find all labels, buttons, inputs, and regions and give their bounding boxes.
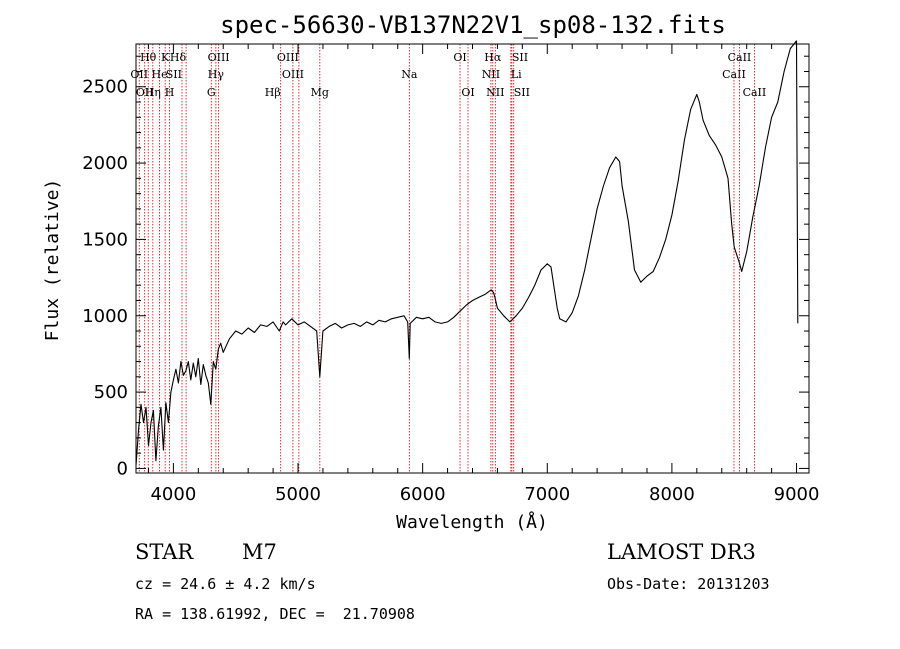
y-tick-label-1: 500 (94, 382, 128, 403)
y-tick-label-2: 1000 (82, 306, 128, 327)
spectral-subclass: M7 (242, 540, 277, 564)
x-tick-label-5: 9000 (774, 484, 820, 505)
spectrum-line (135, 40, 799, 466)
x-tick-label-1: 5000 (275, 484, 321, 505)
y-axis-label: Flux (relative) (42, 179, 63, 342)
line-label-16: Na (401, 68, 418, 81)
y-tick-label-0: 0 (117, 458, 128, 479)
line-label-8: Hδ (170, 51, 187, 64)
line-label-6: H (165, 86, 175, 99)
x-tick-label-2: 6000 (400, 484, 446, 505)
y-tick-label-3: 1500 (82, 229, 128, 250)
object-type: STAR (135, 540, 194, 564)
line-label-17: OI (453, 51, 466, 64)
line-label-22: Li (511, 68, 522, 81)
line-label-9: G (207, 86, 216, 99)
line-label-13: OIII (282, 68, 304, 81)
coordinates: RA = 138.61992, DEC = 21.70908 (135, 605, 415, 623)
line-label-3: He (152, 68, 168, 81)
line-label-18: OI (461, 86, 474, 99)
line-label-25: CaII (722, 68, 746, 81)
redshift-readout: cz = 24.6 ± 4.2 km/s (135, 575, 316, 593)
line-label-27: CaII (743, 86, 767, 99)
chart-title: spec-56630-VB137N22V1_sp08-132.fits (220, 11, 726, 39)
survey-name: LAMOST DR3 (607, 540, 756, 564)
y-tick-label-5: 2500 (82, 77, 128, 98)
x-axis-label: Wavelength (Å) (396, 511, 548, 533)
line-label-10: Hγ (208, 68, 225, 81)
line-label-15: Mg (311, 86, 329, 99)
x-tick-label-3: 7000 (524, 484, 570, 505)
line-label-2: OII (136, 86, 154, 99)
line-label-14: OIII (277, 51, 299, 64)
line-label-0: Hθ (140, 51, 157, 64)
line-label-20: Hα (484, 51, 502, 64)
line-label-7: SII (166, 68, 182, 81)
line-label-19: NII (482, 68, 500, 81)
line-label-12: Hβ (265, 86, 281, 99)
line-label-24: SII (514, 86, 530, 99)
line-label-21: NII (486, 86, 504, 99)
obs-date: Obs-Date: 20131203 (607, 575, 770, 593)
x-tick-label-4: 8000 (649, 484, 695, 505)
x-tick-label-0: 4000 (150, 484, 196, 505)
line-label-4: Hη (145, 86, 161, 99)
line-label-23: SII (512, 51, 528, 64)
plot-frame (135, 43, 810, 474)
line-label-5: K (161, 51, 170, 64)
line-label-26: CaII (728, 51, 752, 64)
y-tick-label-4: 2000 (82, 153, 128, 174)
line-label-1: OII (130, 68, 148, 81)
line-label-11: OIII (208, 51, 230, 64)
spectrum-chart: spec-56630-VB137N22V1_sp08-132.fits Hθ OII… (42, 11, 820, 533)
